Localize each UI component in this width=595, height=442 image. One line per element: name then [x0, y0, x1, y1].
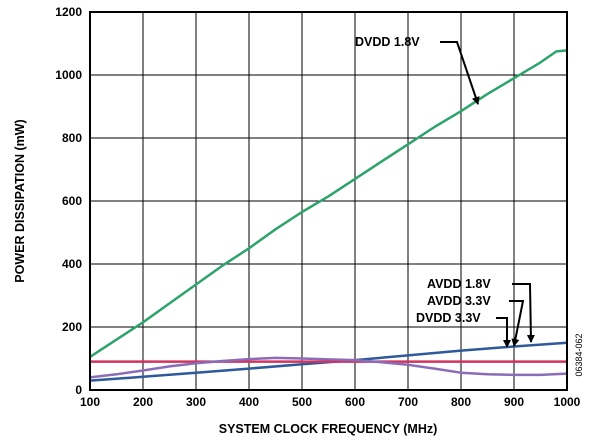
- series-lines: [89, 49, 568, 382]
- callout-leader-avdd-3-3v: [509, 300, 525, 347]
- y-tick-labels: 0 200 400 600 800 1000 1200: [55, 5, 82, 397]
- callout-label-avdd-3-3v: AVDD 3.3V: [427, 294, 491, 308]
- series-line-dvdd-3-3v: [89, 356, 568, 379]
- x-tick-label: 1000: [554, 395, 581, 409]
- x-tick-labels: 100 200 300 400 500 600 700 800 900 1000: [80, 395, 581, 409]
- y-tick-label: 200: [62, 320, 82, 334]
- x-tick-label: 400: [239, 395, 259, 409]
- y-tick-label: 800: [62, 131, 82, 145]
- callout-leader-dvdd-1-8v: [440, 41, 480, 105]
- x-tick-label: 900: [504, 395, 524, 409]
- x-tick-label: 100: [80, 395, 100, 409]
- y-tick-label: 600: [62, 194, 82, 208]
- x-tick-label: 600: [345, 395, 365, 409]
- x-tick-label: 700: [398, 395, 418, 409]
- x-axis-title: SYSTEM CLOCK FREQUENCY (MHz): [219, 422, 438, 436]
- y-tick-label: 1200: [55, 5, 82, 19]
- callouts: DVDD 1.8V AVDD 1.8V AVDD 3.3V DVDD 3.3V: [355, 35, 535, 348]
- callout-leader-dvdd-3-3v: [496, 317, 511, 348]
- x-tick-label: 800: [451, 395, 471, 409]
- plot-frame: [89, 11, 568, 391]
- callout-leader-avdd-1-8v: [512, 283, 535, 343]
- x-tick-label: 500: [292, 395, 312, 409]
- callout-label-avdd-1-8v: AVDD 1.8V: [427, 277, 491, 291]
- series-line-dvdd-1-8v: [89, 49, 568, 358]
- y-tick-label: 1000: [55, 68, 82, 82]
- grid: [89, 11, 568, 391]
- y-tick-label: 400: [62, 257, 82, 271]
- y-tick-label: 0: [75, 383, 82, 397]
- callout-label-dvdd-3-3v: DVDD 3.3V: [416, 311, 481, 325]
- callout-label-dvdd-1-8v: DVDD 1.8V: [355, 35, 420, 49]
- x-tick-label: 200: [133, 395, 153, 409]
- y-axis-title: POWER DISSIPATION (mW): [13, 119, 27, 282]
- figure-id: 06384-062: [574, 333, 584, 376]
- x-tick-label: 300: [186, 395, 206, 409]
